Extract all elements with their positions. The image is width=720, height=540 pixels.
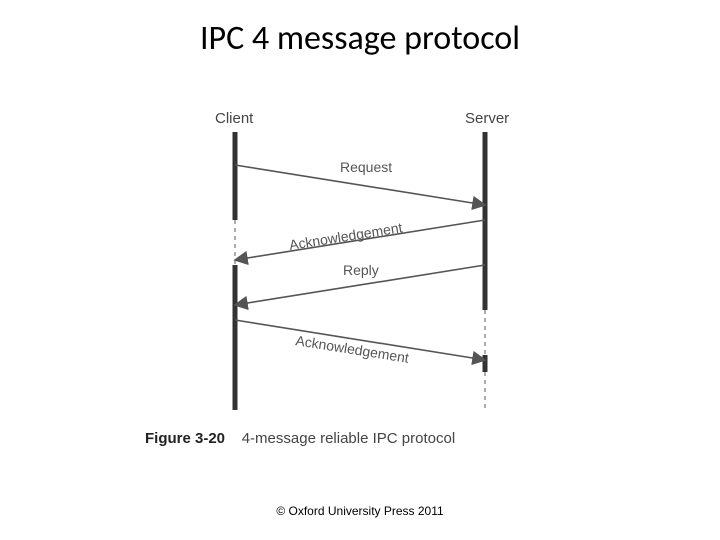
message-label: Request bbox=[340, 159, 392, 175]
sequence-diagram: Client Server Figure 3-20 4-message reli… bbox=[115, 110, 605, 460]
slide-title: IPC 4 message protocol bbox=[0, 18, 720, 59]
message-label: Acknowledgement bbox=[288, 219, 404, 253]
message-label: Acknowledgement bbox=[295, 332, 411, 366]
slide: IPC 4 message protocol Client Server Fig… bbox=[0, 0, 720, 540]
copyright-footer: © Oxford University Press 2011 bbox=[0, 504, 720, 518]
message-label: Reply bbox=[343, 262, 379, 278]
sequence-svg: Request Acknowledgement Reply Acknowledgeme… bbox=[115, 110, 605, 460]
